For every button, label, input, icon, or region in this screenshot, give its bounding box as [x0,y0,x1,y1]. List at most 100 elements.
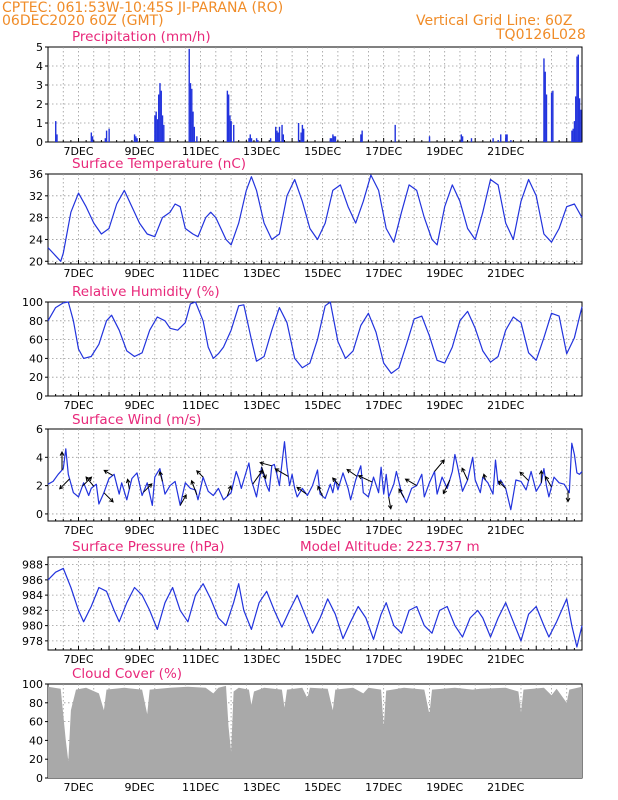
wind-vector-arrow [387,496,393,510]
x-tick-label: 9DEC [124,145,154,158]
x-tick-label: 19DEC [426,524,463,537]
precip-bar [460,134,463,142]
precip-bar [278,126,281,142]
wind-vector-arrow [461,467,469,481]
y-tick-label: 40 [29,734,43,747]
humidity-panel: 0 20 40 60 80 100 7DEC 9DEC 11DEC 13DEC 15DEC 17DEC… [22,284,583,412]
x-tick-label: 15DEC [304,145,341,158]
y-tick-label: 80 [29,315,43,328]
precip-bar [249,134,251,142]
precip-bar [248,138,250,142]
precip-bar [550,92,553,142]
y-tick-label: 984 [22,589,43,602]
wind-vector-arrow [158,470,163,482]
x-tick-label: 9DEC [124,267,154,280]
precip-bar [281,124,283,142]
panel-title: Surface Pressure (hPa) [72,539,225,555]
precip-bar [571,130,573,142]
panel-subtitle: Model Altitude: 223.737 m [300,539,480,555]
x-tick-label: 13DEC [243,781,280,794]
wind-vector-arrow [58,478,70,490]
x-tick-label: 15DEC [304,267,341,280]
x-tick-label: 11DEC [182,399,219,412]
header-line1: CPTEC: 061:53W-10:45S JI-PARANA (RO) [2,0,284,16]
x-tick-label: 11DEC [182,781,219,794]
precip-bar [506,134,508,142]
x-tick-label: 9DEC [124,781,154,794]
y-tick-label: 0 [36,508,43,521]
wind-vector-arrow [357,475,373,483]
precip-bar [226,90,229,142]
wind-vector-arrow [538,469,544,483]
precip-bar [104,138,107,142]
x-tick-label: 9DEC [124,653,154,666]
y-tick-label: 988 [22,559,43,572]
precip-bar [510,140,512,142]
wind-vector-arrow [565,490,571,503]
precip-bar [192,111,194,142]
precip-bar [492,138,494,142]
x-tick-label: 7DEC [63,524,93,537]
y-tick-label: 2 [36,98,43,111]
precip-bar [133,134,136,142]
x-tick-label: 17DEC [365,781,402,794]
x-tick-label: 21DEC [487,145,524,158]
precip-bar [154,115,156,142]
y-tick-label: 60 [29,334,43,347]
precip-bar [428,136,431,142]
precip-bar [156,119,159,142]
wind-vector-arrow [332,477,340,486]
x-tick-label: 13DEC [243,145,280,158]
wind-vector-arrow [103,492,114,503]
precip-bar [505,134,507,142]
y-tick-label: 986 [22,574,43,587]
panel-title: Relative Humidity (%) [72,284,220,300]
x-tick-label: 19DEC [426,653,463,666]
x-tick-label: 13DEC [243,267,280,280]
precip-bar [136,138,138,142]
x-tick-label: 21DEC [487,781,524,794]
y-tick-label: 100 [22,678,43,691]
wind-vector-arrow [190,479,198,495]
series-line [47,567,583,648]
x-tick-label: 15DEC [304,781,341,794]
y-tick-label: 100 [22,296,43,309]
y-tick-label: 978 [22,635,43,648]
precip-bar [297,123,300,142]
x-tick-label: 15DEC [304,653,341,666]
precip-bar [329,138,332,142]
panel-title: Surface Wind (m/s) [72,412,201,428]
precip-bar [135,136,137,142]
y-tick-label: 0 [36,772,43,785]
precip-bar [572,128,574,142]
y-tick-label: 32 [29,190,43,203]
y-tick-label: 982 [22,604,43,617]
y-tick-label: 20 [29,255,43,268]
y-tick-label: 980 [22,620,43,633]
precip-bar [108,128,110,142]
wind-vector-arrow [544,475,552,488]
precip-bar [577,54,579,142]
precip-bar [578,98,581,142]
y-tick-label: 0 [36,136,43,149]
x-tick-label: 17DEC [365,267,402,280]
precip-bar [360,134,362,142]
series-line [47,174,583,262]
precip-bar [333,136,335,142]
pressure-panel: 978 980 982 984 986 988 7DEC 9DEC 11DEC 13DEC 15DE… [22,539,583,666]
y-tick-label: 28 [29,212,43,225]
y-tick-label: 0 [36,390,43,403]
precip-bar [233,124,235,142]
x-tick-label: 17DEC [365,653,402,666]
plot-frame [47,173,583,265]
temperature-panel: 20 24 28 32 36 7DEC 9DEC 11DEC 13DEC 15DEC 17DEC 19… [29,156,583,280]
x-tick-label: 15DEC [304,524,341,537]
wind-vector-arrow [497,480,507,489]
precip-bar [500,134,502,142]
x-tick-label: 11DEC [182,653,219,666]
precip-bar [250,138,253,142]
y-tick-label: 20 [29,753,43,766]
precip-bar [543,58,545,142]
precip-bar [55,121,57,142]
precip-bar [105,130,108,142]
